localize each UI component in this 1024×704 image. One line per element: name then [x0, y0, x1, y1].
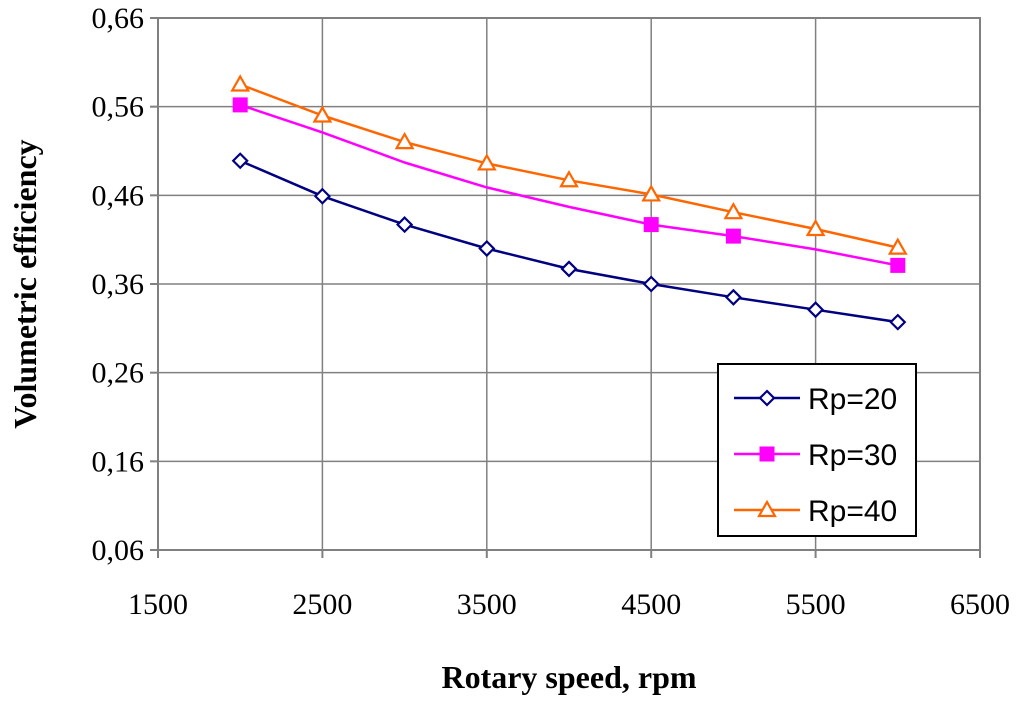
- data-point-rp-40: [312, 105, 333, 123]
- y-tick-label: 0,26: [92, 357, 145, 390]
- x-tick-label: 3500: [457, 588, 517, 621]
- data-point-rp-40: [394, 131, 415, 150]
- legend-label-rp-40: Rp=40: [808, 495, 897, 528]
- y-tick-label: 0,66: [92, 2, 145, 35]
- data-point-rp-40: [887, 237, 908, 255]
- data-point-rp-20: [889, 313, 907, 331]
- legend-marker-rp-20: [758, 389, 776, 407]
- legend-marker-rp-40: [757, 499, 777, 518]
- series-rp-30: [232, 97, 906, 273]
- data-point-rp-40: [559, 170, 579, 188]
- data-point-rp-20: [807, 301, 825, 319]
- legend-entries: Rp=20 Rp=30 Rp=40: [734, 383, 897, 528]
- series-layer: [230, 74, 908, 331]
- legend-label-rp-20: Rp=20: [808, 383, 897, 416]
- legend-box: [717, 363, 917, 537]
- x-tick-label: 5500: [786, 588, 846, 621]
- data-point-rp-20: [560, 260, 578, 278]
- data-point-rp-40: [723, 201, 744, 220]
- y-tick-label: 0,46: [92, 179, 145, 212]
- data-point-rp-30: [232, 97, 248, 113]
- x-tick-label: 4500: [621, 588, 681, 621]
- legend-marker-rp-30: [759, 446, 775, 462]
- data-point-rp-30: [890, 257, 906, 273]
- legend-label-rp-30: Rp=30: [808, 439, 897, 472]
- y-tick-label: 0,36: [92, 268, 145, 301]
- data-point-rp-30: [643, 217, 659, 233]
- series-rp-40: [230, 74, 908, 255]
- data-point-rp-20: [642, 275, 660, 293]
- y-tick-label: 0,06: [92, 534, 145, 567]
- x-axis-title: Rotary speed, rpm: [441, 659, 696, 695]
- data-point-rp-20: [724, 288, 742, 306]
- data-point-rp-20: [313, 187, 331, 205]
- y-axis-title: Volumetric efficiency: [7, 139, 43, 428]
- series-line-rp-30: [239, 103, 899, 267]
- data-point-rp-40: [230, 74, 251, 92]
- axis-ticks: 0,06 0,16 0,26 0,36 0,46 0,56 0,66 1500 2500 3500…: [92, 2, 1011, 621]
- data-point-rp-20: [478, 239, 496, 258]
- legend: Rp=20 Rp=30 Rp=40: [717, 363, 917, 537]
- y-tick-label: 0,16: [92, 445, 145, 478]
- data-point-rp-40: [476, 153, 497, 171]
- series-rp-20: [231, 152, 907, 331]
- data-point-rp-30: [725, 228, 741, 244]
- data-point-rp-40: [641, 184, 662, 202]
- gridlines: [158, 18, 980, 550]
- x-tick-label: 6500: [950, 588, 1010, 621]
- data-point-rp-40: [805, 218, 826, 237]
- x-tick-label: 2500: [292, 588, 352, 621]
- x-tick-label: 1500: [128, 588, 188, 621]
- data-point-rp-20: [231, 152, 249, 170]
- data-point-rp-20: [396, 216, 414, 234]
- y-tick-label: 0,56: [92, 91, 145, 124]
